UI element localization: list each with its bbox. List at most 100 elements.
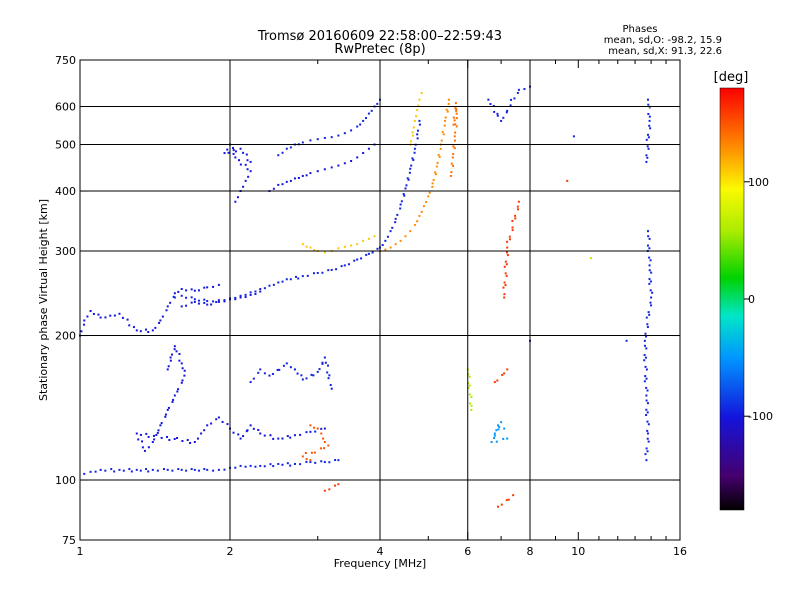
data-point: [166, 435, 169, 438]
data-point: [645, 399, 648, 402]
data-point: [646, 156, 649, 159]
data-point: [144, 468, 147, 471]
data-point: [330, 136, 333, 139]
data-point: [249, 160, 252, 163]
data-point: [234, 150, 237, 153]
data-point: [643, 339, 646, 342]
data-point: [335, 268, 338, 271]
data-point: [648, 278, 651, 281]
data-point: [180, 305, 183, 308]
data-point: [330, 268, 333, 271]
data-point: [245, 153, 248, 156]
data-point: [350, 244, 353, 247]
data-point: [410, 164, 413, 167]
data-point: [272, 283, 275, 286]
data-point: [152, 434, 155, 437]
chart-subtitle: RwPretec (8p): [334, 42, 425, 57]
data-point: [135, 329, 138, 332]
data-point: [648, 282, 651, 285]
data-point: [505, 263, 508, 266]
data-point: [343, 264, 346, 267]
data-point: [365, 253, 368, 256]
data-point: [249, 293, 252, 296]
data-point: [239, 147, 242, 150]
data-point: [453, 135, 456, 138]
data-point: [185, 296, 188, 299]
data-point: [226, 148, 229, 151]
data-point: [416, 137, 419, 140]
data-point: [126, 318, 129, 321]
data-point: [404, 187, 407, 190]
data-point: [263, 434, 266, 437]
x-tick-label: 10: [571, 545, 585, 558]
x-tick-label: 2: [227, 545, 234, 558]
data-point: [305, 245, 308, 248]
data-point: [467, 387, 470, 390]
data-point: [436, 161, 439, 164]
data-point: [646, 326, 649, 329]
data-point: [242, 151, 245, 154]
data-point: [411, 157, 414, 160]
data-point: [137, 438, 140, 441]
data-point: [646, 402, 649, 405]
y-tick-label: 400: [55, 185, 76, 198]
data-point: [328, 374, 331, 377]
data-point: [249, 291, 252, 294]
data-point: [650, 304, 653, 307]
data-point: [189, 442, 192, 445]
data-point: [497, 428, 500, 431]
data-point: [242, 185, 245, 188]
data-point: [183, 374, 186, 377]
data-point: [309, 459, 312, 462]
data-point: [400, 200, 403, 203]
data-point: [492, 104, 495, 107]
data-point: [289, 179, 292, 182]
data-point: [645, 394, 648, 397]
data-point: [495, 440, 498, 443]
data-point: [469, 402, 472, 405]
data-point: [646, 98, 649, 101]
data-point: [301, 455, 304, 458]
data-point: [412, 134, 415, 137]
data-point: [645, 447, 648, 450]
data-point: [646, 450, 649, 453]
data-point: [470, 408, 473, 411]
colorbar-label: [deg]: [714, 70, 749, 85]
data-point: [384, 239, 387, 242]
data-point: [234, 296, 237, 299]
data-point: [244, 293, 247, 296]
data-point: [323, 356, 326, 359]
data-point: [301, 174, 304, 177]
data-point: [347, 263, 350, 266]
data-point: [247, 175, 250, 178]
chart-title: Tromsø 20160609 22:58:00–22:59:43: [257, 29, 502, 44]
data-point: [493, 434, 496, 437]
data-point: [173, 348, 176, 351]
data-point: [451, 156, 454, 159]
data-point: [309, 172, 312, 175]
data-point: [180, 381, 183, 384]
data-point: [646, 145, 649, 148]
data-point: [232, 149, 235, 152]
data-point: [147, 330, 150, 333]
data-point: [645, 154, 648, 157]
data-point: [246, 159, 249, 162]
data-point: [337, 459, 340, 462]
data-point: [135, 432, 138, 435]
data-point: [415, 115, 418, 118]
data-point: [197, 302, 200, 305]
data-point: [231, 147, 234, 150]
data-point: [384, 248, 387, 251]
data-point: [293, 434, 296, 437]
data-point: [648, 264, 651, 267]
data-point: [625, 339, 628, 342]
x-tick-label: 16: [673, 545, 687, 558]
data-point: [80, 330, 83, 333]
data-point: [259, 290, 262, 293]
data-point: [200, 432, 203, 435]
data-point: [643, 359, 646, 362]
data-point: [121, 316, 124, 319]
data-point: [646, 420, 649, 423]
data-point: [316, 170, 319, 173]
data-point: [450, 171, 453, 174]
